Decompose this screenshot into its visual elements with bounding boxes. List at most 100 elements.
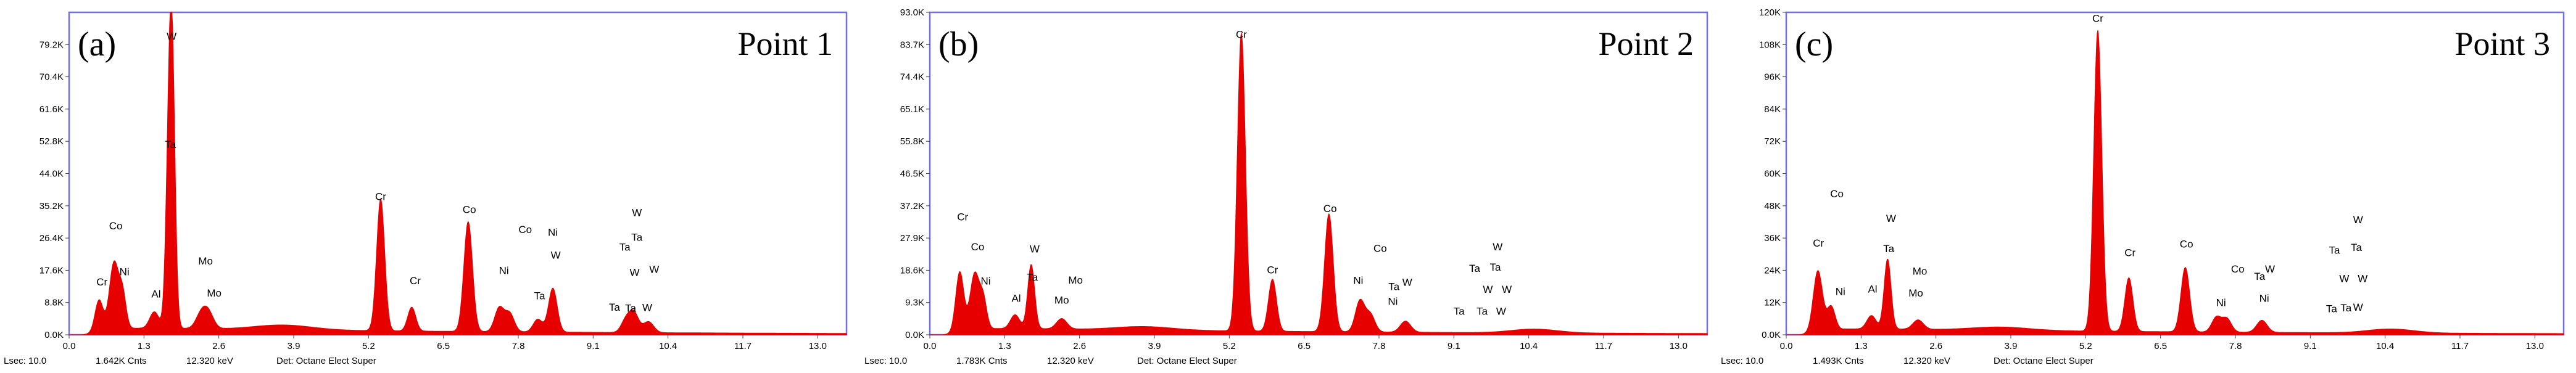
peak-label: Co xyxy=(109,220,123,232)
peak-label: Ta xyxy=(534,290,546,301)
x-tick-label: 10.4 xyxy=(2376,341,2394,351)
lsec-readout: Lsec: 10.0 xyxy=(864,356,908,366)
x-tick-label: 0.0 xyxy=(63,341,76,351)
y-tick-label: 96K xyxy=(1764,72,1781,83)
y-tick-label: 72K xyxy=(1764,136,1781,147)
y-tick-label: 12K xyxy=(1764,298,1781,308)
energy-readout: 12.320 keV xyxy=(1903,356,1950,366)
y-tick-label: 79.2K xyxy=(39,39,64,50)
y-tick-label: 26.4K xyxy=(39,233,64,244)
y-tick-label: 46.5K xyxy=(900,169,924,179)
x-tick-label: 7.8 xyxy=(1373,341,1386,351)
x-tick-label: 11.7 xyxy=(2451,341,2469,351)
y-tick-label: 74.4K xyxy=(900,72,924,83)
peak-label: Co xyxy=(1323,203,1337,215)
peak-label: W xyxy=(1493,241,1502,253)
lsec-readout: Lsec: 10.0 xyxy=(4,356,47,366)
peak-label: W xyxy=(1030,244,1040,255)
peak-label: W xyxy=(167,31,176,43)
x-tick-label: 7.8 xyxy=(512,341,525,351)
peak-label: W xyxy=(2353,301,2363,313)
peak-label: Ta xyxy=(2326,303,2338,314)
y-tick-label: 44.0K xyxy=(39,169,64,179)
plot-frame xyxy=(1785,11,2565,336)
spectrum-chart: 0.0K 12K 24K 36K 48K 60K 72K 84K 96K 108K 120K 0.0 1… xyxy=(1759,7,2565,351)
peak-label: W xyxy=(649,264,659,276)
y-tick-label: 83.7K xyxy=(900,39,924,50)
peak-label: W xyxy=(2339,273,2349,285)
peak-label: Ni xyxy=(2259,292,2269,304)
peak-label: Ta xyxy=(625,303,637,314)
peak-label: Ta xyxy=(2254,271,2266,282)
x-tick-label: 13.0 xyxy=(1670,341,1688,351)
peak-label: W xyxy=(2265,263,2275,275)
peak-label: Cr xyxy=(1236,29,1247,41)
peak-label: Mo xyxy=(1908,287,1923,299)
x-tick-label: 1.3 xyxy=(138,341,151,351)
y-tick-label: 24K xyxy=(1764,265,1781,276)
energy-readout: 12.320 keV xyxy=(186,356,233,366)
peak-label: W xyxy=(1402,277,1412,289)
x-tick-label: 6.5 xyxy=(437,341,450,351)
peak-label: Co xyxy=(2180,238,2193,250)
y-tick-label: 60K xyxy=(1764,169,1781,179)
y-tick-label: 65.1K xyxy=(900,104,924,115)
x-tick-label: 13.0 xyxy=(2526,341,2544,351)
peak-label: Al xyxy=(1011,293,1021,305)
y-tick-label: 84K xyxy=(1764,104,1781,115)
peak-label: Ta xyxy=(1469,263,1481,274)
peak-label: Ni xyxy=(2216,297,2226,308)
spectrum-panel-c: 0.0K 12K 24K 36K 48K 60K 72K 84K 96K 108K 120K 0.0 1… xyxy=(1717,0,2576,373)
y-tick-label: 108K xyxy=(1759,39,1781,50)
peak-label: Co xyxy=(971,241,985,253)
x-tick-label: 3.9 xyxy=(288,341,300,351)
peak-label: Ta xyxy=(631,231,643,243)
peak-label: Ni xyxy=(1836,285,1845,297)
peak-label: Ta xyxy=(1454,305,1465,317)
x-tick-label: 9.1 xyxy=(2304,341,2317,351)
y-tick-label: 55.8K xyxy=(900,136,924,147)
counts-readout: 1.783K Cnts xyxy=(956,356,1008,366)
spectrum-area xyxy=(930,33,1708,335)
peak-label: W xyxy=(1886,213,1896,224)
y-tick-label: 0.0K xyxy=(905,330,924,340)
x-tick-label: 9.1 xyxy=(1447,341,1460,351)
peak-label: Mo xyxy=(1913,265,1928,277)
peak-label: Co xyxy=(1830,188,1844,200)
x-tick-label: 2.6 xyxy=(1929,341,1942,351)
peak-label: Ni xyxy=(499,264,509,276)
counts-readout: 1.493K Cnts xyxy=(1813,356,1864,366)
panel-label: (b) xyxy=(938,25,979,64)
x-tick-label: 13.0 xyxy=(809,341,827,351)
plot-frame xyxy=(929,11,1708,336)
peak-label: Mo xyxy=(207,287,222,299)
point-title: Point 3 xyxy=(2454,25,2550,62)
x-tick-label: 0.0 xyxy=(1780,341,1793,351)
y-tick-label: 0.0K xyxy=(44,330,64,340)
peak-label: Cr xyxy=(2124,247,2135,258)
spectrum-chart: 0.0K 8.8K 17.6K 26.4K 35.2K 44.0K 52.8K 61.6K 70… xyxy=(39,11,848,351)
lsec-readout: Lsec: 10.0 xyxy=(1721,356,1764,366)
peak-label: Cr xyxy=(2092,12,2103,24)
y-tick-label: 36K xyxy=(1764,233,1781,244)
detector-readout: Det: Octane Elect Super xyxy=(276,356,376,366)
counts-readout: 1.642K Cnts xyxy=(96,356,147,366)
peak-label: Ta xyxy=(1388,281,1400,292)
peak-label: Mo xyxy=(1054,294,1069,306)
x-tick-label: 2.6 xyxy=(1073,341,1086,351)
status-footer: Lsec: 10.0 1.493K Cnts 12.320 keV Det: O… xyxy=(1717,356,2576,372)
panel-label: (a) xyxy=(78,25,117,64)
status-footer: Lsec: 10.0 1.783K Cnts 12.320 keV Det: O… xyxy=(861,356,1720,372)
x-tick-label: 1.3 xyxy=(1855,341,1868,351)
x-tick-label: 5.2 xyxy=(362,341,375,351)
peak-label: Ni xyxy=(981,275,991,287)
y-tick-label: 70.4K xyxy=(39,72,64,83)
x-tick-label: 7.8 xyxy=(2229,341,2242,351)
peak-label: W xyxy=(2358,273,2367,285)
peak-label: Ni xyxy=(1388,296,1398,308)
peak-label: W xyxy=(632,207,642,218)
peak-label: W xyxy=(642,301,652,313)
peak-label: Ta xyxy=(609,301,621,313)
peak-label: Ta xyxy=(1027,271,1038,283)
peak-label: Ta xyxy=(1883,243,1895,255)
